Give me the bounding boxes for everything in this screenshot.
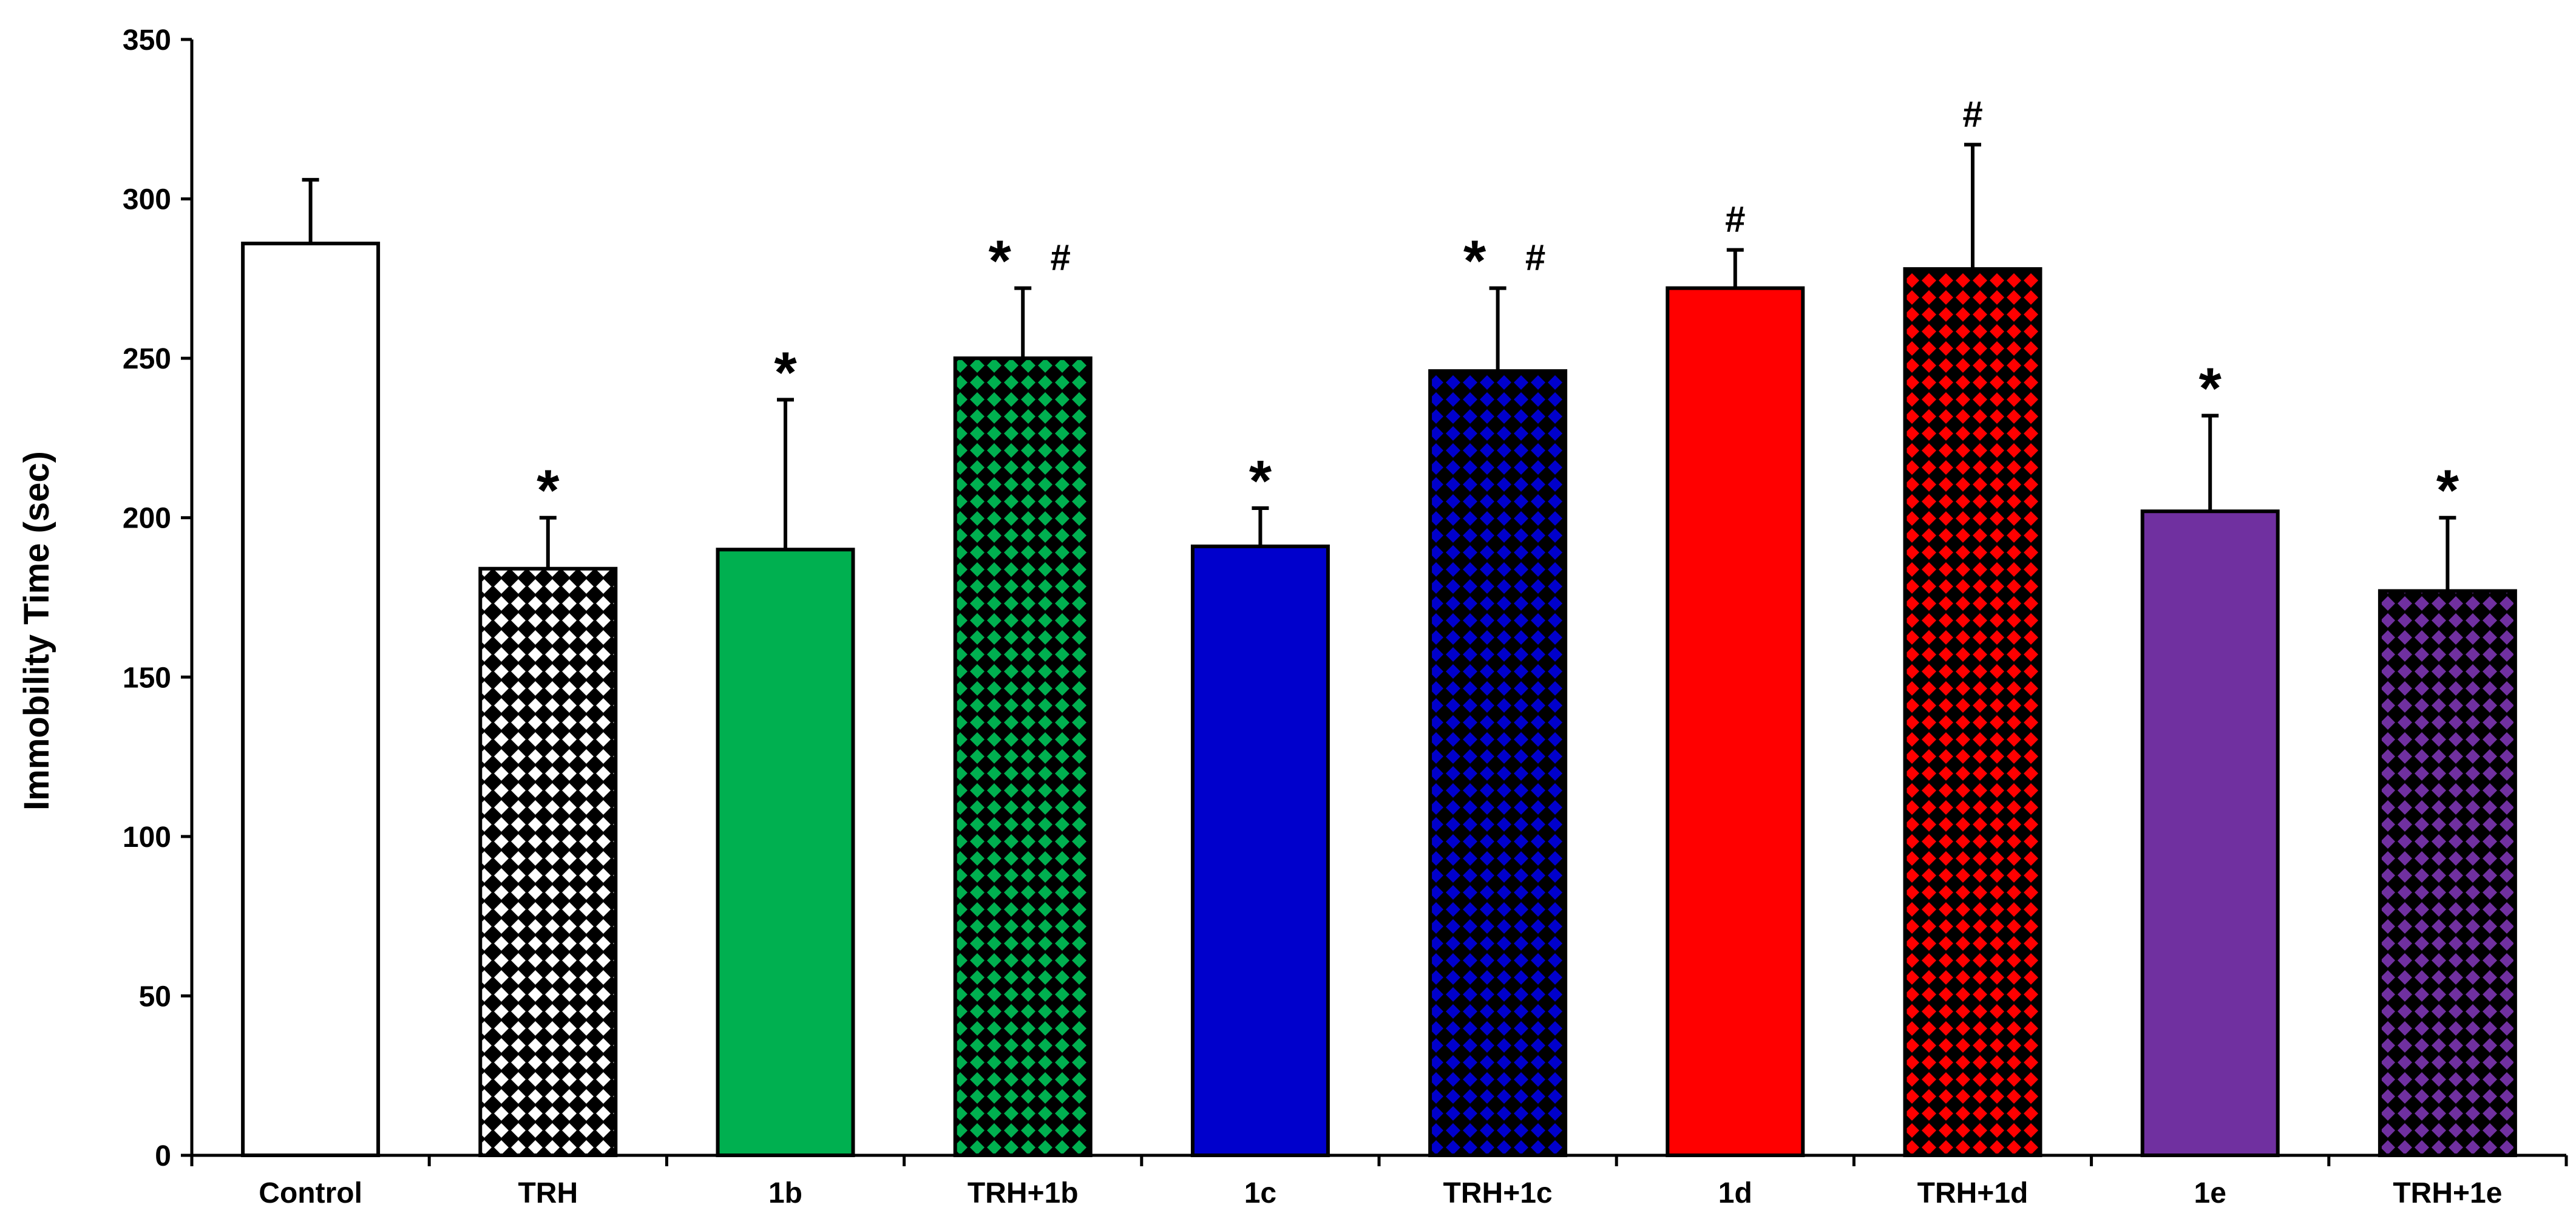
bar — [2378, 589, 2517, 1157]
significance-hash: # — [1962, 93, 1982, 134]
bar — [2140, 509, 2280, 1157]
x-tick-label: 1b — [768, 1177, 802, 1209]
y-tick-label: 350 — [123, 24, 171, 56]
bar — [1666, 286, 1805, 1157]
bar — [953, 356, 1093, 1158]
bar — [241, 242, 381, 1157]
bar — [1428, 369, 1568, 1157]
significance-hash: # — [1725, 199, 1745, 240]
significance-hash: # — [1051, 237, 1071, 278]
bar — [1903, 267, 2042, 1157]
y-tick-label: 50 — [139, 980, 171, 1013]
y-tick-label: 0 — [155, 1140, 171, 1172]
significance-star: * — [989, 229, 1012, 294]
significance-star: * — [2199, 356, 2222, 421]
x-tick-label: TRH+1c — [1443, 1177, 1553, 1209]
y-tick-label: 150 — [123, 662, 171, 694]
bar — [1190, 544, 1330, 1157]
y-tick-label: 200 — [123, 503, 171, 535]
bar — [478, 566, 618, 1157]
x-tick-label: TRH+1d — [1917, 1177, 2029, 1209]
x-tick-label: Control — [259, 1177, 362, 1209]
y-tick-label: 250 — [123, 343, 171, 375]
significance-hash: # — [1525, 237, 1545, 278]
x-tick-label: 1c — [1244, 1177, 1276, 1209]
significance-star: * — [1463, 229, 1486, 294]
plot-area: 0 50 100 150 200 250 300 350 Control TRH * 1b * TRH+1… — [123, 24, 2568, 1209]
y-tick-label: 100 — [123, 821, 171, 854]
x-tick-label: TRH+1b — [968, 1177, 1079, 1209]
x-tick-label: TRH+1e — [2393, 1177, 2502, 1209]
y-axis-title: Immobility Time (sec) — [17, 451, 56, 810]
x-tick-label: 1e — [2194, 1177, 2226, 1209]
significance-star: * — [2436, 458, 2459, 523]
significance-star: * — [537, 458, 560, 523]
x-tick-label: 1d — [1718, 1177, 1752, 1209]
significance-star: * — [1249, 449, 1272, 514]
significance-star: * — [774, 340, 797, 405]
bar — [716, 548, 855, 1157]
y-tick-label: 300 — [123, 184, 171, 216]
x-tick-label: TRH — [518, 1177, 578, 1209]
